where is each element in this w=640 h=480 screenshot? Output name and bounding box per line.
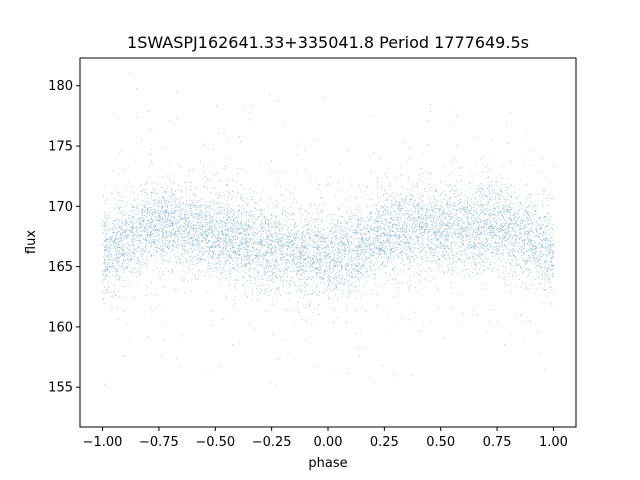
chart-title: 1SWASPJ162641.33+335041.8 Period 1777649…: [127, 33, 529, 52]
y-tick-label: 175: [48, 140, 73, 155]
y-axis-label: flux: [24, 230, 39, 254]
flux-points: [102, 73, 555, 386]
x-tick-label: 0.50: [426, 435, 455, 450]
x-tick-label: 0.00: [314, 435, 343, 450]
data-points: [102, 73, 555, 386]
y-tick-label: 170: [48, 200, 73, 215]
x-axis-ticks: −1.00 −0.75 −0.50 −0.25 0.00 0.25 0.50 0.75 1.00: [83, 427, 568, 450]
x-tick-label: −0.25: [252, 435, 292, 450]
y-tick-label: 165: [48, 260, 73, 275]
x-tick-label: 0.25: [370, 435, 399, 450]
plot-area: [102, 73, 555, 386]
y-axis-ticks: 155 160 165 170 175 180: [48, 79, 80, 396]
y-tick-label: 160: [48, 320, 73, 335]
x-tick-label: −1.00: [83, 435, 123, 450]
x-tick-label: 0.75: [483, 435, 512, 450]
x-tick-label: 1.00: [539, 435, 568, 450]
x-axis-label: phase: [308, 456, 347, 471]
x-tick-label: −0.75: [139, 435, 179, 450]
y-tick-label: 155: [48, 381, 73, 396]
y-tick-label: 180: [48, 79, 73, 94]
x-tick-label: −0.50: [195, 435, 235, 450]
